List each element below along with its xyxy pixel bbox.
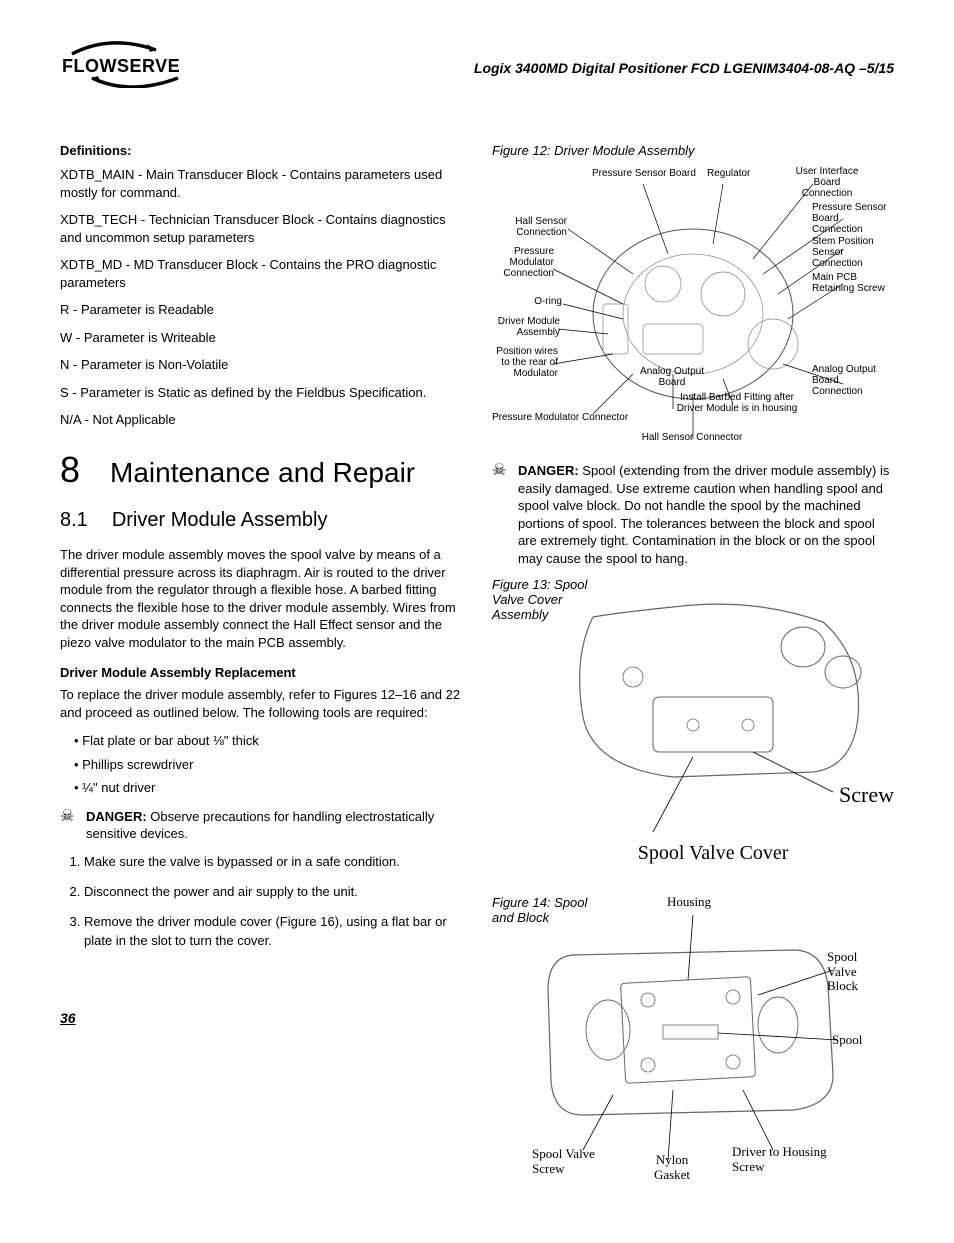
right-column: Figure 12: Driver Module Assembly [492, 143, 894, 1203]
fig12-label: Install Barbed Fitting after Driver Modu… [667, 392, 807, 414]
chapter-heading: 8 Maintenance and Repair [60, 449, 462, 491]
fig12-label: Pressure Sensor Board [592, 168, 696, 179]
fig13-screw-label: Screw [839, 782, 894, 808]
step-item: Make sure the valve is bypassed or in a … [84, 853, 462, 871]
figure-13: Figure 13: Spool Valve Cover Assembly Sc… [492, 577, 894, 877]
skull-icon: ☠ [60, 809, 78, 825]
fig14-label: Nylon Gasket [642, 1153, 702, 1182]
fig14-label: Spool Valve Screw [532, 1147, 612, 1176]
definition-item: N/A - Not Applicable [60, 411, 462, 429]
figure-14-caption: Figure 14: Spool and Block [492, 895, 602, 925]
left-column: Definitions: XDTB_MAIN - Main Transducer… [60, 143, 462, 1203]
definition-item: N - Parameter is Non-Volatile [60, 356, 462, 374]
definitions-heading: Definitions: [60, 143, 462, 158]
figure-13-svg [492, 577, 894, 877]
danger-text: DANGER: Spool (extending from the driver… [518, 462, 894, 567]
fig12-label: Hall Sensor Connector [632, 432, 752, 443]
tools-list: Flat plate or bar about ⅛" thick Phillip… [60, 731, 462, 798]
page-header: FLOWSERVE Logix 3400MD Digital Positione… [60, 40, 894, 93]
danger-body: Spool (extending from the driver module … [518, 463, 889, 566]
danger-note: ☠ DANGER: Spool (extending from the driv… [492, 462, 894, 567]
replacement-paragraph: To replace the driver module assembly, r… [60, 686, 462, 721]
chapter-title: Maintenance and Repair [110, 457, 415, 489]
definition-item: XDTB_MAIN - Main Transducer Block - Cont… [60, 166, 462, 201]
fig12-label: Regulator [707, 168, 750, 179]
danger-text: DANGER: Observe precautions for handling… [86, 808, 462, 843]
definition-item: XDTB_MD - MD Transducer Block - Contains… [60, 256, 462, 291]
fig12-label: Pressure Modulator Connection [492, 246, 554, 279]
fig12-label: User Interface Board Connection [787, 166, 867, 199]
figure-12-caption: Figure 12: Driver Module Assembly [492, 143, 894, 158]
tool-item: ¼" nut driver [74, 778, 462, 798]
chapter-number: 8 [60, 449, 80, 491]
skull-icon: ☠ [492, 463, 510, 479]
figure-12: Pressure Sensor Board Regulator User Int… [492, 164, 894, 444]
section-paragraph: The driver module assembly moves the spo… [60, 546, 462, 651]
section-heading: 8.1 Driver Module Assembly [60, 509, 462, 532]
fig12-label: Pressure Sensor Board Connection [812, 202, 892, 235]
tool-item: Flat plate or bar about ⅛" thick [74, 731, 462, 751]
replacement-heading: Driver Module Assembly Replacement [60, 665, 462, 680]
fig12-label: O-ring [522, 296, 562, 307]
fig14-label: Spool Valve Block [827, 950, 877, 993]
fig12-label: Hall Sensor Connection [497, 216, 567, 238]
content-columns: Definitions: XDTB_MAIN - Main Transducer… [60, 143, 894, 1203]
figure-14: Figure 14: Spool and Block Housing [492, 895, 894, 1185]
brand-text: FLOWSERVE [62, 56, 180, 76]
fig12-label: Analog Output Board Connection [812, 364, 892, 397]
fig14-label: Driver to Housing Screw [732, 1145, 832, 1174]
figure-13-caption: Figure 13: Spool Valve Cover Assembly [492, 577, 612, 622]
fig12-label: Analog Output Board [637, 366, 707, 388]
step-item: Disconnect the power and air supply to t… [84, 883, 462, 901]
section-title: Driver Module Assembly [112, 509, 328, 532]
steps-list: Make sure the valve is bypassed or in a … [60, 853, 462, 950]
fig12-label: Position wires to the rear of Modulator [492, 346, 558, 379]
danger-label: DANGER: [518, 463, 579, 478]
fig12-label: Stem Position Sensor Connection [812, 236, 892, 269]
page-number: 36 [60, 1010, 462, 1026]
fig12-label: Pressure Modulator Connector [492, 412, 632, 423]
fig14-label: Spool [832, 1033, 862, 1047]
document-title: Logix 3400MD Digital Positioner FCD LGEN… [474, 60, 894, 76]
fig14-label: Housing [667, 895, 711, 909]
fig12-label: Driver Module Assembly [492, 316, 560, 338]
section-number: 8.1 [60, 509, 88, 532]
definition-item: W - Parameter is Writeable [60, 329, 462, 347]
fig12-label: Main PCB Retaining Screw [812, 272, 892, 294]
definition-item: R - Parameter is Readable [60, 301, 462, 319]
definition-item: XDTB_TECH - Technician Transducer Block … [60, 211, 462, 246]
fig13-cover-label: Spool Valve Cover [638, 842, 789, 865]
step-item: Remove the driver module cover (Figure 1… [84, 913, 462, 949]
brand-logo: FLOWSERVE [60, 40, 190, 93]
danger-note: ☠ DANGER: Observe precautions for handli… [60, 808, 462, 843]
tool-item: Phillips screwdriver [74, 755, 462, 775]
danger-label: DANGER: [86, 809, 147, 824]
definition-item: S - Parameter is Static as defined by th… [60, 384, 462, 402]
